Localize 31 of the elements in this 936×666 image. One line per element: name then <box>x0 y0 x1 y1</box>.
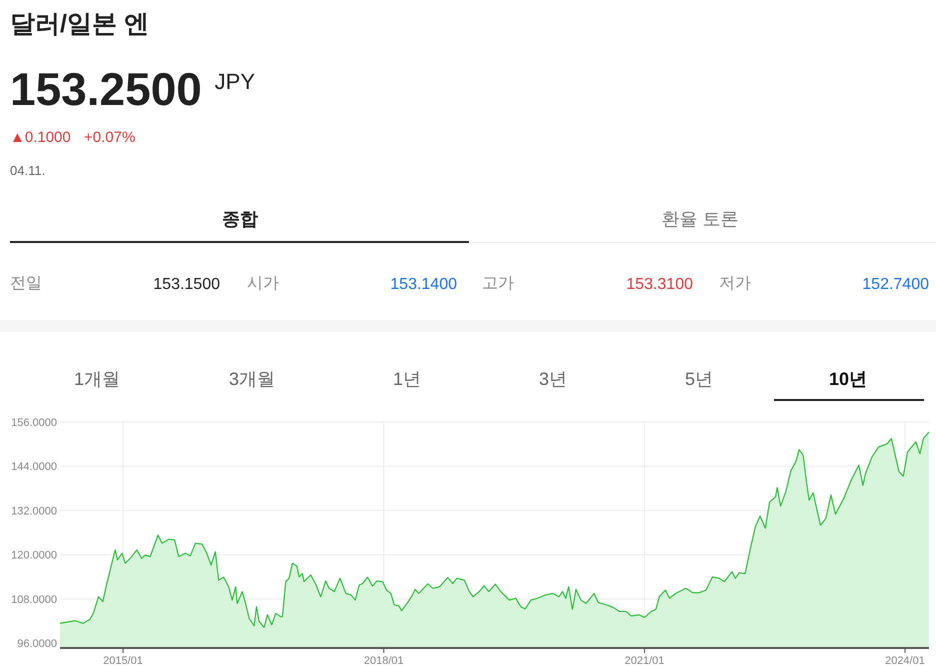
text: 153.1400 <box>390 276 457 293</box>
x-tick-label: 2021/01 <box>624 655 664 666</box>
y-tick-label: 156.0000 <box>11 417 57 429</box>
text: +0.07% <box>84 129 136 146</box>
y-tick-label: 132.0000 <box>11 505 57 518</box>
x-tick-label: 2024/01 <box>885 655 925 666</box>
y-tick-label: 108.0000 <box>11 594 57 606</box>
x-tick-label: 2018/01 <box>364 655 404 666</box>
text: 종합 <box>222 209 258 229</box>
text: 1년 <box>392 369 422 389</box>
text: 153.1500 <box>153 276 220 293</box>
text: 환율 토론 <box>661 209 739 229</box>
text: 152.7400 <box>862 276 929 293</box>
text: 10년 <box>828 369 868 389</box>
chart-title: 달러/일본 엔 <box>10 10 149 38</box>
text: ▲0.1000 <box>10 129 71 146</box>
text: 5년 <box>684 369 714 389</box>
text: 3년 <box>538 369 568 389</box>
text: 1개월 <box>74 369 120 389</box>
y-tick-label: 120.0000 <box>11 550 57 562</box>
chart-subtitle: 153.2500 $^{JPY}$ <box>10 63 256 115</box>
text: 고가 <box>482 275 514 292</box>
x-tick-label: 2015/01 <box>103 655 143 666</box>
text: 153.3100 <box>626 276 693 293</box>
text: 3개월 <box>228 369 276 389</box>
text: 전일 <box>10 275 42 292</box>
y-tick-label: 144.0000 <box>11 461 57 474</box>
text: 저가 <box>719 275 751 292</box>
y-tick-label: 96.0000 <box>17 638 57 650</box>
text: 시가 <box>247 275 279 292</box>
text: 04.11. <box>10 163 46 178</box>
